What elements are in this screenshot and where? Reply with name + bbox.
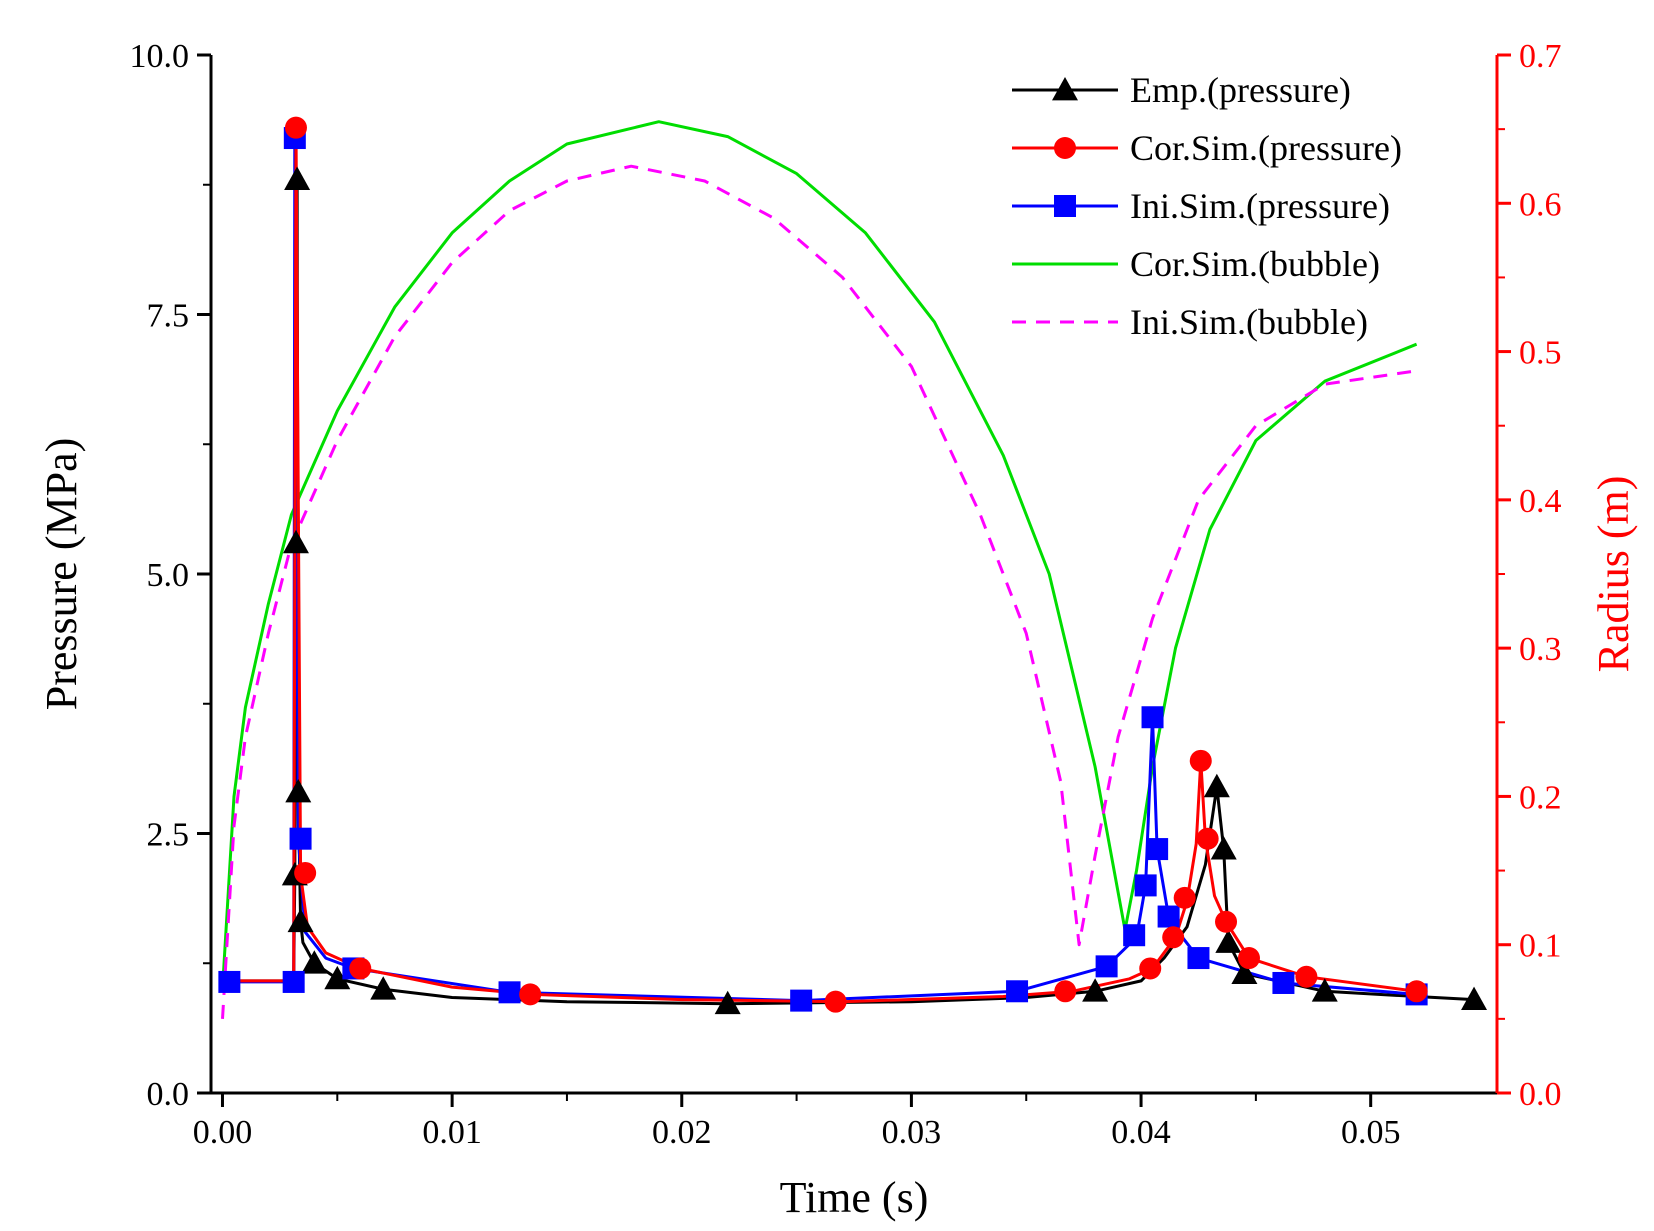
- data-point-1-1: [294, 861, 317, 884]
- axes: 0.00 0.01 0.02 0.03 0.04 0.05 0.0 2.5 5.0 7.5 10.0…: [37, 38, 1638, 1222]
- data-point-1-3: [519, 983, 542, 1006]
- data-point-0-1: [282, 529, 309, 554]
- data-point-0-3: [285, 778, 312, 803]
- legend-label-3: Cor.Sim.(bubble): [1130, 244, 1380, 284]
- data-point-1-10: [1196, 827, 1219, 850]
- data-point-2-15: [1272, 971, 1295, 994]
- x-axis-title: Time (s): [780, 1173, 929, 1222]
- data-point-1-11: [1215, 910, 1238, 933]
- data-point-1-7: [1162, 926, 1185, 949]
- data-point-2-6: [790, 989, 813, 1012]
- data-point-2-9: [1123, 924, 1146, 947]
- data-point-2-1: [282, 970, 305, 993]
- y-right-tick-label-2: 0.2: [1519, 779, 1562, 816]
- data-point-2-10: [1134, 874, 1157, 897]
- data-point-2-5: [498, 981, 521, 1004]
- legend-label-0: Emp.(pressure): [1130, 70, 1351, 110]
- data-point-0-12: [1215, 929, 1242, 953]
- data-point-2-11: [1141, 706, 1164, 729]
- y-left-tick-label-0: 0.0: [147, 1076, 190, 1113]
- data-point-0-15: [1461, 986, 1488, 1010]
- data-point-1-5: [1054, 980, 1077, 1003]
- data-point-2-7: [1006, 980, 1029, 1003]
- legend: Emp.(pressure) Cor.Sim.(pressure) Ini.Sim.…: [1012, 70, 1402, 342]
- y-left-tick-label-3: 7.5: [147, 298, 190, 335]
- x-tick-label-5: 0.05: [1341, 1114, 1401, 1151]
- data-point-1-6: [1139, 957, 1162, 980]
- y-right-tick-label-1: 0.1: [1519, 928, 1562, 965]
- data-point-1-0: [284, 116, 307, 139]
- x-tick-label-4: 0.04: [1111, 1114, 1171, 1151]
- data-point-1-4: [824, 990, 847, 1013]
- data-point-0-9: [1082, 978, 1109, 1002]
- data-point-1-13: [1295, 965, 1318, 988]
- y-right-tick-label-5: 0.5: [1519, 335, 1562, 372]
- data-point-2-13: [1157, 905, 1180, 928]
- data-point-1-14: [1405, 980, 1428, 1003]
- y-right-tick-label-3: 0.3: [1519, 631, 1562, 668]
- x-tick-label-1: 0.01: [422, 1114, 482, 1151]
- data-point-0-4: [287, 908, 314, 933]
- series-line-4: [221, 164, 1417, 1019]
- data-point-0-5: [301, 950, 328, 974]
- data-point-2-3: [289, 827, 312, 850]
- legend-label-1: Cor.Sim.(pressure): [1130, 128, 1402, 168]
- data-point-2-0: [218, 970, 241, 993]
- data-point-0-7: [370, 976, 397, 1000]
- y-right-axis-title: Radius (m): [1589, 476, 1638, 673]
- data-point-1-9: [1189, 749, 1212, 772]
- x-tick-label-2: 0.02: [652, 1114, 712, 1151]
- y-left-tick-label-2: 5.0: [147, 557, 190, 594]
- y-right-tick-label-7: 0.7: [1519, 38, 1562, 75]
- y-right-tick-label-0: 0.0: [1519, 1076, 1562, 1113]
- y-right-tick-label-4: 0.4: [1519, 483, 1562, 520]
- data-point-2-12: [1146, 838, 1169, 861]
- y-right-tick-label-6: 0.6: [1519, 186, 1562, 223]
- data-point-1-2: [349, 957, 372, 980]
- y-left-axis-title: Pressure (MPa): [37, 438, 86, 711]
- legend-label-2: Ini.Sim.(pressure): [1130, 186, 1390, 226]
- data-point-0-10: [1203, 773, 1230, 798]
- legend-marker-2: [1054, 195, 1076, 217]
- data-point-0-13: [1231, 960, 1258, 985]
- x-tick-label-0: 0.00: [193, 1114, 253, 1151]
- data-point-1-8: [1173, 886, 1196, 909]
- data-point-0-6: [324, 965, 351, 990]
- legend-marker-1: [1054, 137, 1076, 159]
- x-tick-label-3: 0.03: [882, 1114, 942, 1151]
- legend-label-4: Ini.Sim.(bubble): [1130, 302, 1368, 342]
- plot-area: [218, 116, 1488, 1019]
- legend-marker-0: [1052, 77, 1078, 101]
- data-point-0-2: [284, 166, 311, 190]
- data-point-0-8: [714, 990, 741, 1015]
- data-point-2-14: [1187, 947, 1210, 970]
- data-point-2-8: [1095, 955, 1118, 978]
- y-left-tick-label-1: 2.5: [147, 817, 190, 854]
- y-left-tick-label-4: 10.0: [130, 38, 190, 75]
- data-point-0-14: [1311, 978, 1338, 1002]
- data-point-1-12: [1237, 947, 1260, 970]
- data-point-0-11: [1210, 836, 1237, 860]
